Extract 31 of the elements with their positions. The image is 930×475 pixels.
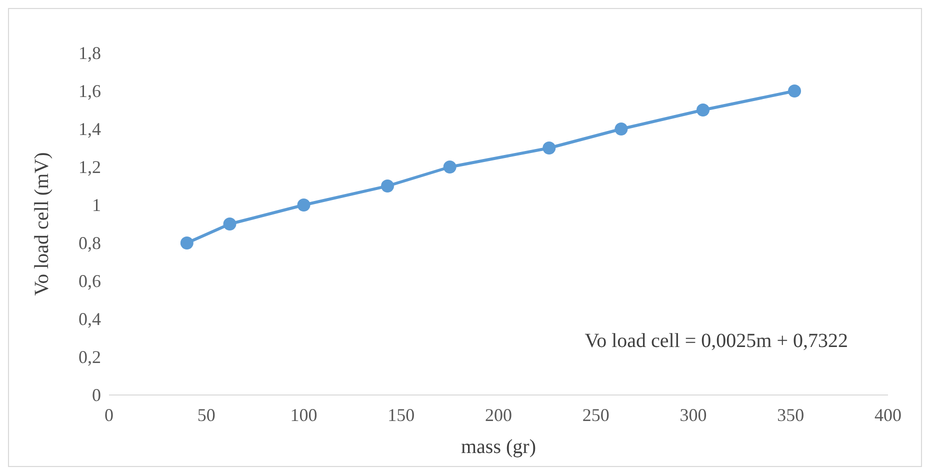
point (788, 84, 802, 98)
point (614, 122, 628, 136)
point (180, 236, 194, 250)
x-tick-label: 150 (388, 405, 415, 425)
y-axis-title: Vo load cell (mV) (31, 152, 53, 296)
x-tick-label: 100 (290, 405, 318, 425)
y-tick-label: 1,8 (78, 43, 101, 63)
y-tick-label: 0,2 (78, 347, 101, 367)
y-tick-label: 0,4 (78, 309, 101, 329)
point (380, 180, 394, 192)
x-tick-label: 350 (777, 405, 804, 425)
x-tick-label: 250 (582, 405, 610, 425)
x-tick-label: 50 (197, 405, 216, 425)
x-tick-label: 200 (485, 405, 512, 425)
y-tick-label: 1 (92, 195, 101, 215)
point (542, 142, 556, 154)
annotation: Vo load cell = 0,0025m + 0,7322 (584, 330, 848, 352)
point (223, 218, 236, 230)
y-tick-label: 0 (92, 385, 101, 405)
y-tick-label: 1,2 (78, 157, 101, 177)
point (443, 160, 456, 174)
x-axis-title: mass (gr) (461, 436, 536, 458)
x-tick-label: 0 (104, 405, 114, 425)
y-tick-label: 1,6 (78, 81, 101, 101)
y-tick-label: 0,8 (78, 233, 101, 253)
point (696, 104, 710, 116)
y-tick-label: 0,6 (78, 271, 101, 291)
x-tick-label: 300 (680, 405, 707, 425)
point (297, 198, 310, 212)
y-tick-label: 1,4 (78, 119, 101, 139)
x-tick-label: 400 (874, 405, 902, 425)
